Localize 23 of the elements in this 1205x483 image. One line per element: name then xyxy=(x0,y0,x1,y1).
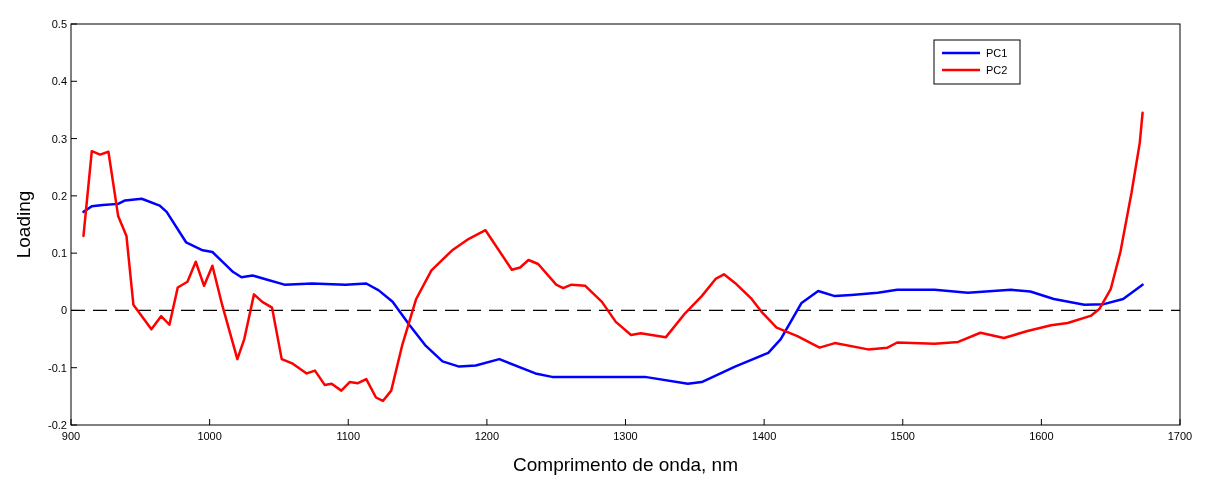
y-tick-label: 0.4 xyxy=(51,75,67,88)
x-tick-label: 1700 xyxy=(1167,430,1193,442)
x-tick-label: 1600 xyxy=(1029,430,1054,442)
y-axis-title: Loading xyxy=(13,190,34,259)
x-tick-label: 900 xyxy=(61,430,81,442)
y-tick-label: 0.1 xyxy=(51,247,67,260)
y-tick-label: 0.2 xyxy=(51,189,67,202)
x-axis-title: Comprimento de onda, nm xyxy=(513,454,738,475)
y-tick-label: -0.1 xyxy=(48,361,67,374)
y-tick-label: 0 xyxy=(60,304,67,317)
x-tick-label: 1000 xyxy=(197,430,222,442)
legend-label: PC2 xyxy=(986,64,1008,76)
y-tick-label: -0.2 xyxy=(48,419,67,431)
x-tick-label: 1200 xyxy=(474,430,500,442)
line-series xyxy=(82,111,1144,403)
x-tick-label: 1100 xyxy=(336,430,361,442)
x-tick-label: 1300 xyxy=(613,430,638,442)
x-tick-label: 1400 xyxy=(751,430,777,442)
x-tick-label: 1500 xyxy=(890,430,915,442)
y-tick-label: 0.5 xyxy=(51,18,67,30)
line-series xyxy=(82,197,1144,385)
y-tick-label: 0.3 xyxy=(51,132,67,145)
legend-label: PC1 xyxy=(986,47,1008,59)
